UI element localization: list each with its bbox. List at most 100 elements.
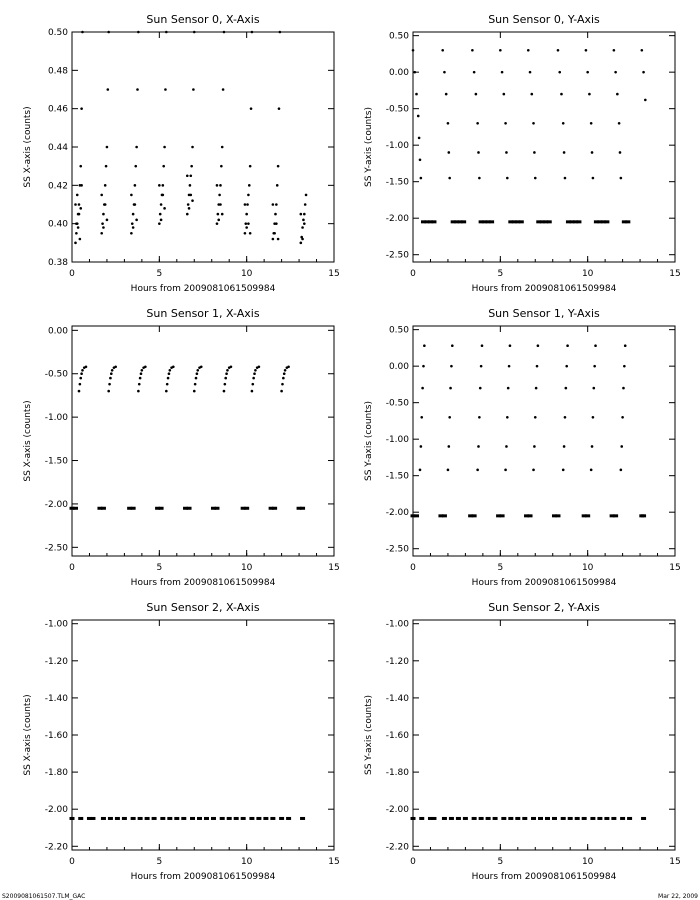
data-point xyxy=(591,176,595,180)
data-point xyxy=(251,382,255,386)
data-point xyxy=(135,145,138,149)
data-point xyxy=(273,231,276,235)
data-point xyxy=(551,816,557,820)
x-axis-label: Hours from 2009081061509984 xyxy=(472,578,617,588)
data-point xyxy=(479,364,483,368)
y-tick-label: 0.48 xyxy=(48,66,68,76)
y-tick-label: 0.00 xyxy=(48,326,68,336)
data-point xyxy=(506,386,510,390)
data-point xyxy=(533,151,536,154)
data-point xyxy=(268,506,274,510)
x-tick-label: 15 xyxy=(669,269,680,279)
data-point xyxy=(191,199,194,202)
data-point xyxy=(300,816,306,820)
data-point xyxy=(248,231,252,235)
data-point xyxy=(508,220,514,224)
data-point xyxy=(620,445,624,448)
data-point xyxy=(477,151,480,154)
chart-panel-4: Sun Sensor 2, X-Axis 0 5 10 15 -2.20 -2.00 -1.8… xyxy=(23,601,340,882)
data-point xyxy=(282,376,285,380)
data-point xyxy=(303,203,307,206)
data-point xyxy=(447,151,451,154)
data-point xyxy=(448,176,451,180)
data-point xyxy=(161,193,165,197)
data-point xyxy=(100,193,103,197)
x-tick-label: 15 xyxy=(669,563,680,573)
data-point xyxy=(500,70,504,74)
data-point xyxy=(69,506,75,510)
source-file-label: S2009081061507.TLM_GAC xyxy=(2,893,86,900)
data-point xyxy=(415,92,418,96)
data-point xyxy=(590,445,594,448)
data-point xyxy=(189,193,193,197)
data-point xyxy=(506,176,509,180)
data-point xyxy=(476,468,479,472)
data-point xyxy=(114,365,117,369)
data-point xyxy=(613,514,619,518)
data-point xyxy=(622,386,625,390)
data-point xyxy=(301,237,304,241)
y-tick-label: -0.50 xyxy=(386,399,410,409)
data-point xyxy=(451,344,454,348)
x-tick-label: 5 xyxy=(156,857,162,867)
data-point xyxy=(243,231,247,235)
data-point xyxy=(158,184,161,187)
data-point xyxy=(214,506,220,510)
data-point xyxy=(275,222,278,225)
data-point xyxy=(97,506,103,510)
y-tick-label: -1.60 xyxy=(45,731,69,741)
data-point xyxy=(186,506,192,510)
data-point xyxy=(468,514,474,518)
data-point xyxy=(256,816,262,820)
data-point xyxy=(191,145,194,149)
data-point xyxy=(240,506,246,510)
data-point xyxy=(77,389,81,393)
data-point xyxy=(79,376,83,380)
data-point xyxy=(277,107,281,110)
data-point xyxy=(614,70,617,74)
data-point xyxy=(419,816,425,820)
data-point xyxy=(623,344,627,348)
data-point xyxy=(192,30,196,34)
y-tick-label: 0.00 xyxy=(389,68,409,78)
data-point xyxy=(604,816,610,820)
data-point xyxy=(246,203,249,206)
chart-title: Sun Sensor 2, X-Axis xyxy=(146,601,259,614)
data-point xyxy=(499,514,505,518)
data-point xyxy=(471,514,477,518)
data-point xyxy=(158,212,162,216)
y-tick-label: -1.80 xyxy=(45,768,69,778)
data-point xyxy=(588,92,591,96)
data-point xyxy=(272,506,278,510)
x-tick-label: 15 xyxy=(669,857,680,867)
data-point xyxy=(185,212,189,216)
data-point xyxy=(418,158,422,162)
data-point xyxy=(144,365,147,369)
data-point xyxy=(252,376,255,380)
x-tick-label: 0 xyxy=(410,269,416,279)
chart-panel-2: Sun Sensor 1, X-Axis 0 5 10 15 -2.50 -2.00 -1.5… xyxy=(23,307,340,588)
data-point xyxy=(567,816,573,820)
data-point xyxy=(137,382,141,386)
y-tick-label: -1.00 xyxy=(45,620,69,630)
data-point xyxy=(450,220,456,224)
data-point xyxy=(427,220,433,224)
data-point xyxy=(569,220,575,224)
data-point xyxy=(446,468,450,472)
data-point xyxy=(594,344,597,348)
data-point xyxy=(108,382,111,386)
data-point xyxy=(438,514,444,518)
data-point xyxy=(168,368,172,372)
plot-frame xyxy=(71,325,335,557)
chart-panel-3: Sun Sensor 1, Y-Axis 0 5 10 15 -2.50 -2.00 -1.5… xyxy=(364,307,681,588)
y-tick-label: -1.50 xyxy=(386,178,410,188)
y-axis-label: SS X-axis (counts) xyxy=(23,106,33,187)
y-tick-label: 0.50 xyxy=(48,28,68,38)
data-point xyxy=(586,70,589,74)
data-point xyxy=(621,415,624,419)
data-point xyxy=(474,92,478,96)
data-point xyxy=(107,816,113,820)
x-tick-label: 0 xyxy=(410,857,416,867)
data-point xyxy=(533,415,537,419)
data-point xyxy=(590,151,594,154)
